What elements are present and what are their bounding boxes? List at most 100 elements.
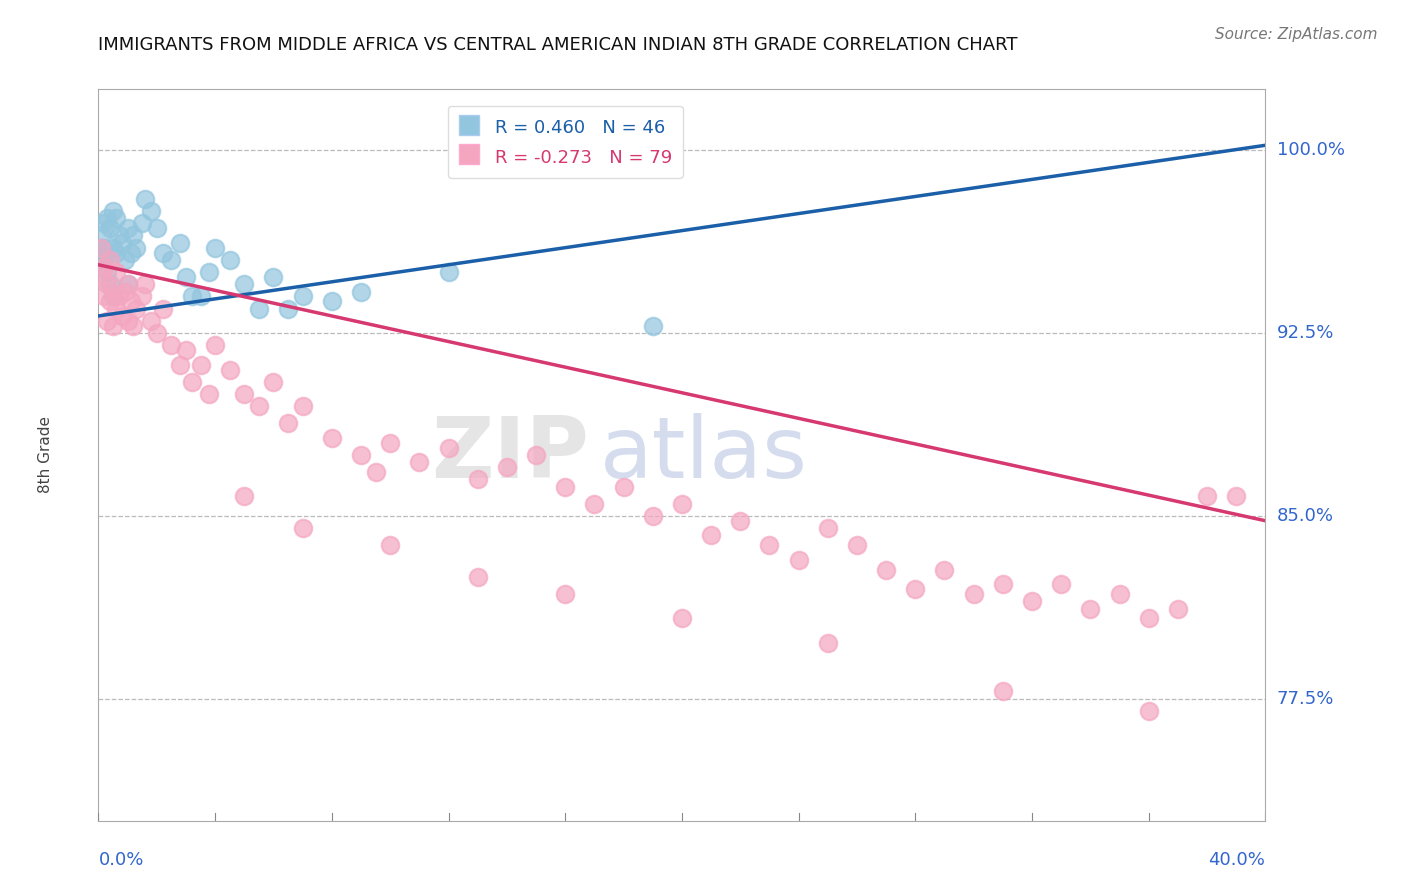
Point: [122, 228, 145, 243]
Point: [117, 277, 139, 292]
Point: [114, 252, 136, 267]
Point: [247, 301, 270, 316]
Point: [1195, 489, 1218, 503]
Point: [787, 553, 810, 567]
Point: [218, 252, 240, 267]
Point: [90, 241, 112, 255]
Point: [96, 265, 118, 279]
Point: [350, 285, 373, 299]
Point: [134, 277, 156, 292]
Point: [98, 252, 121, 267]
Point: [380, 538, 402, 552]
Text: 85.0%: 85.0%: [1277, 507, 1333, 524]
Point: [1225, 489, 1247, 503]
Point: [122, 318, 145, 333]
Point: [174, 269, 197, 284]
Point: [96, 277, 118, 292]
Point: [875, 562, 897, 576]
Text: 77.5%: 77.5%: [1277, 690, 1334, 707]
Point: [437, 265, 460, 279]
Point: [218, 362, 240, 376]
Point: [190, 358, 212, 372]
Point: [104, 265, 127, 279]
Point: [160, 338, 183, 352]
Point: [204, 241, 226, 255]
Point: [101, 289, 124, 303]
Point: [90, 228, 112, 243]
Point: [554, 587, 576, 601]
Point: [152, 301, 174, 316]
Point: [991, 684, 1014, 698]
Point: [114, 285, 136, 299]
Point: [321, 294, 343, 309]
Point: [93, 216, 115, 230]
Point: [96, 245, 118, 260]
Text: 100.0%: 100.0%: [1277, 141, 1344, 159]
Point: [152, 245, 174, 260]
Point: [90, 269, 112, 284]
Point: [671, 497, 693, 511]
Point: [612, 480, 634, 494]
Legend: R = 0.460   N = 46, R = -0.273   N = 79: R = 0.460 N = 46, R = -0.273 N = 79: [447, 105, 683, 178]
Point: [93, 252, 115, 267]
Point: [321, 431, 343, 445]
Point: [291, 399, 314, 413]
Point: [904, 582, 927, 596]
Point: [991, 577, 1014, 591]
Point: [90, 241, 112, 255]
Text: IMMIGRANTS FROM MIDDLE AFRICA VS CENTRAL AMERICAN INDIAN 8TH GRADE CORRELATION C: IMMIGRANTS FROM MIDDLE AFRICA VS CENTRAL…: [98, 36, 1018, 54]
Point: [93, 289, 115, 303]
Point: [291, 521, 314, 535]
Point: [108, 228, 131, 243]
Point: [98, 294, 121, 309]
Point: [101, 285, 124, 299]
Text: ZIP: ZIP: [430, 413, 589, 497]
Point: [111, 309, 134, 323]
Point: [641, 508, 664, 523]
Point: [125, 241, 148, 255]
Point: [101, 318, 124, 333]
Point: [198, 387, 221, 401]
Point: [96, 314, 118, 328]
Point: [198, 265, 221, 279]
Point: [758, 538, 780, 552]
Point: [117, 314, 139, 328]
Point: [104, 211, 127, 226]
Point: [233, 277, 256, 292]
Point: [641, 318, 664, 333]
Point: [1137, 704, 1160, 718]
Point: [111, 235, 134, 250]
Point: [190, 289, 212, 303]
Point: [671, 611, 693, 625]
Point: [846, 538, 869, 552]
Text: 8th Grade: 8th Grade: [38, 417, 53, 493]
Point: [583, 497, 606, 511]
Point: [98, 221, 121, 235]
Text: atlas: atlas: [600, 413, 808, 497]
Point: [1137, 611, 1160, 625]
Point: [180, 289, 202, 303]
Point: [247, 399, 270, 413]
Point: [104, 301, 127, 316]
Text: Source: ZipAtlas.com: Source: ZipAtlas.com: [1215, 27, 1378, 42]
Point: [291, 289, 314, 303]
Point: [962, 587, 984, 601]
Text: 92.5%: 92.5%: [1277, 324, 1334, 342]
Point: [117, 277, 139, 292]
Point: [93, 241, 115, 255]
Point: [117, 221, 139, 235]
Point: [108, 289, 131, 303]
Point: [169, 358, 191, 372]
Point: [98, 277, 121, 292]
Point: [146, 326, 169, 340]
Point: [277, 301, 299, 316]
Text: 0.0%: 0.0%: [98, 851, 143, 869]
Point: [380, 435, 402, 450]
Point: [700, 528, 723, 542]
Point: [1050, 577, 1073, 591]
Point: [146, 221, 169, 235]
Point: [1167, 601, 1189, 615]
Point: [496, 460, 519, 475]
Point: [233, 387, 256, 401]
Point: [90, 252, 112, 267]
